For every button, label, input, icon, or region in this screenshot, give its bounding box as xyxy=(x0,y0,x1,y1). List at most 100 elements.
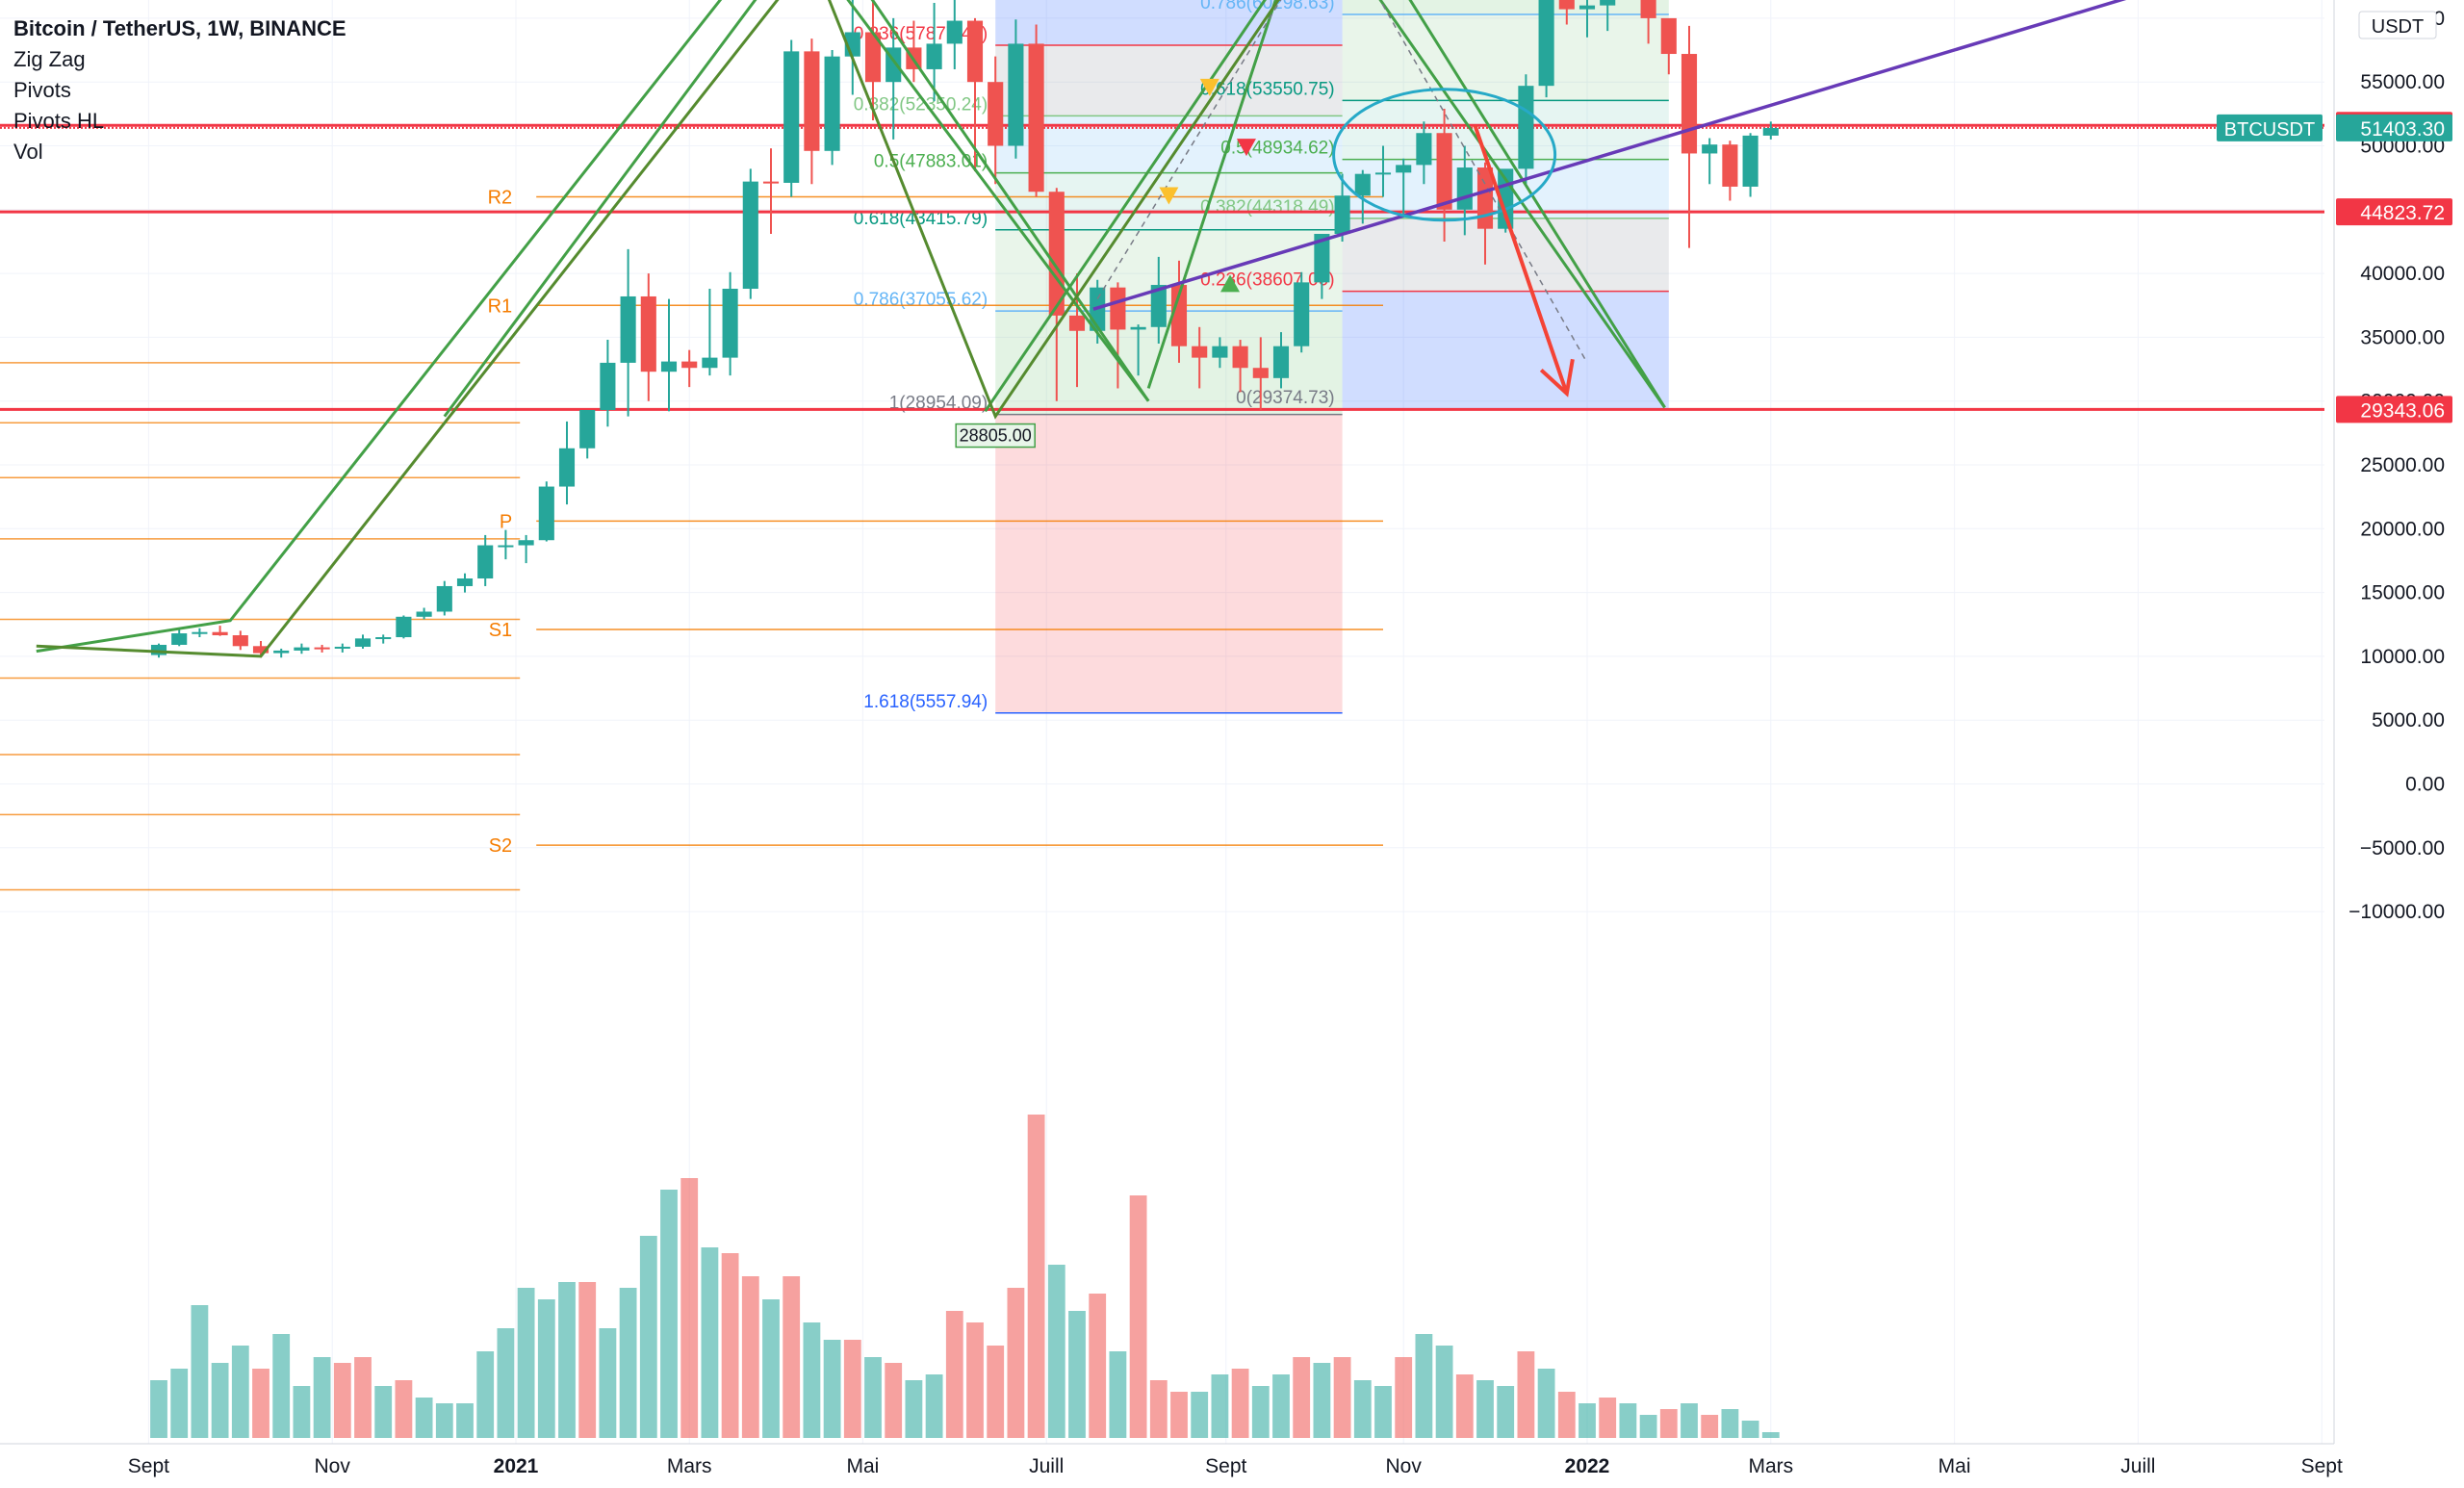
volume-bar xyxy=(803,1322,821,1438)
candle-body xyxy=(1558,0,1575,10)
candle-body xyxy=(354,638,372,647)
candle-body xyxy=(579,409,596,449)
forecast-arrow-head xyxy=(1539,358,1575,398)
volume-bar xyxy=(1231,1369,1249,1438)
right-fib-level-label: 0.5(48934.62) xyxy=(1220,139,1334,159)
candle-body xyxy=(1518,86,1534,169)
volume-bar xyxy=(1251,1386,1270,1438)
volume-bar xyxy=(1619,1403,1637,1438)
pivot-lines xyxy=(0,195,1383,891)
volume-bar xyxy=(741,1276,759,1438)
candle-body xyxy=(150,644,167,655)
zigzag-label-box xyxy=(955,423,1036,449)
pivot-label-p: P xyxy=(500,511,512,532)
candle-body xyxy=(1150,285,1167,327)
channel-line xyxy=(36,0,1150,654)
volume-bar xyxy=(374,1386,393,1438)
volume-bar xyxy=(1353,1380,1372,1438)
volume-bar xyxy=(1333,1357,1351,1438)
price-axis-marker: 29343.06 xyxy=(2360,399,2445,422)
candle-body xyxy=(456,578,474,586)
symbol-title[interactable]: Bitcoin / TetherUS, 1W, BINANCE xyxy=(13,16,346,40)
volume-bar xyxy=(945,1311,963,1438)
price-axis-tick: −5000.00 xyxy=(2360,837,2445,859)
volume-bar xyxy=(1517,1351,1535,1438)
candle-body xyxy=(538,486,554,541)
time-axis-label: Juill xyxy=(2120,1455,2155,1477)
right-fib-level-label: 0.618(53550.75) xyxy=(1200,79,1334,99)
volume-bar xyxy=(333,1363,351,1438)
volume-bar xyxy=(170,1369,189,1438)
price-axis-tick: 25000.00 xyxy=(2360,454,2445,476)
candle-body xyxy=(1192,346,1208,358)
price-axis-tick: 15000.00 xyxy=(2360,582,2445,604)
volume-bar xyxy=(987,1346,1005,1438)
time-axis-label: Sept xyxy=(128,1455,169,1477)
candle-body xyxy=(722,289,738,358)
horizontal-levels xyxy=(0,123,2324,411)
time-axis-label: Mars xyxy=(667,1455,712,1477)
volume-bar xyxy=(191,1305,209,1438)
time-axis-label: Nov xyxy=(1386,1455,1423,1477)
candle-body xyxy=(1456,167,1473,210)
indicator-pivots-hl[interactable]: Pivots HL xyxy=(13,109,105,133)
time-axis-label: 2021 xyxy=(494,1455,539,1477)
left-fib-zone xyxy=(995,0,1343,46)
right-fib-level-label: 0(29374.73) xyxy=(1236,388,1334,408)
right-fib-zone xyxy=(1342,13,1669,101)
currency-badge-box xyxy=(2358,11,2437,39)
volume-bar xyxy=(1497,1386,1515,1438)
volume-bar xyxy=(1047,1265,1065,1438)
candle-body xyxy=(620,295,636,363)
volume-bar xyxy=(578,1282,597,1438)
time-axis-label: Sept xyxy=(2301,1455,2343,1477)
price-axis-marker: 51403.30 xyxy=(2360,118,2445,141)
time-axis-label: Sept xyxy=(1205,1455,1246,1477)
candle-body xyxy=(783,51,800,183)
candle-body xyxy=(1170,285,1188,346)
volume-bar xyxy=(1089,1294,1107,1438)
volume-bar xyxy=(1681,1403,1698,1438)
indicator-zigzag[interactable]: Zig Zag xyxy=(13,47,86,71)
pivot-low-marker xyxy=(1220,274,1240,293)
candle-body xyxy=(1762,127,1779,136)
candle-body xyxy=(558,448,576,487)
volume-bar xyxy=(272,1334,291,1438)
candle-body xyxy=(518,540,534,546)
zigzag-line xyxy=(36,0,1280,658)
right-fib-zone xyxy=(1342,0,1669,14)
volume-bar xyxy=(1007,1288,1025,1438)
volume-bar xyxy=(1129,1195,1147,1438)
candle-body xyxy=(252,646,270,654)
volume-bar xyxy=(1741,1421,1759,1438)
volume-bar xyxy=(1701,1415,1719,1438)
price-axis-tick: 20000.00 xyxy=(2360,518,2445,540)
indicator-pivots[interactable]: Pivots xyxy=(13,78,71,102)
volume-bar xyxy=(150,1380,167,1438)
trend-line xyxy=(1092,0,2127,311)
volume-bar xyxy=(762,1299,780,1438)
candle-body xyxy=(1742,135,1758,187)
volume-bar xyxy=(823,1340,841,1438)
volume-bar xyxy=(925,1374,943,1438)
candle-body xyxy=(1374,172,1392,175)
price-axis-tick: 5000.00 xyxy=(2372,709,2445,731)
candle-body xyxy=(864,32,882,83)
channel-line xyxy=(984,0,1666,413)
volume-bar xyxy=(1476,1380,1494,1438)
indicator-volume[interactable]: Vol xyxy=(13,140,43,164)
chart-legend: Bitcoin / TetherUS, 1W, BINANCE Zig Zag … xyxy=(13,13,346,167)
volume-bar xyxy=(497,1328,515,1438)
candle-body xyxy=(1578,5,1596,10)
volume-bar xyxy=(1272,1374,1290,1438)
price-axis-tick: 35000.00 xyxy=(2360,326,2445,348)
right-fib-level-label: 0.382(44318.49) xyxy=(1200,197,1334,218)
volume-bar xyxy=(1537,1369,1555,1438)
time-axis-label: Nov xyxy=(315,1455,351,1477)
pivot-high-marker xyxy=(1159,187,1179,205)
volume-bar xyxy=(864,1357,882,1438)
volume-bar xyxy=(1374,1386,1392,1438)
candle-body xyxy=(232,635,248,647)
